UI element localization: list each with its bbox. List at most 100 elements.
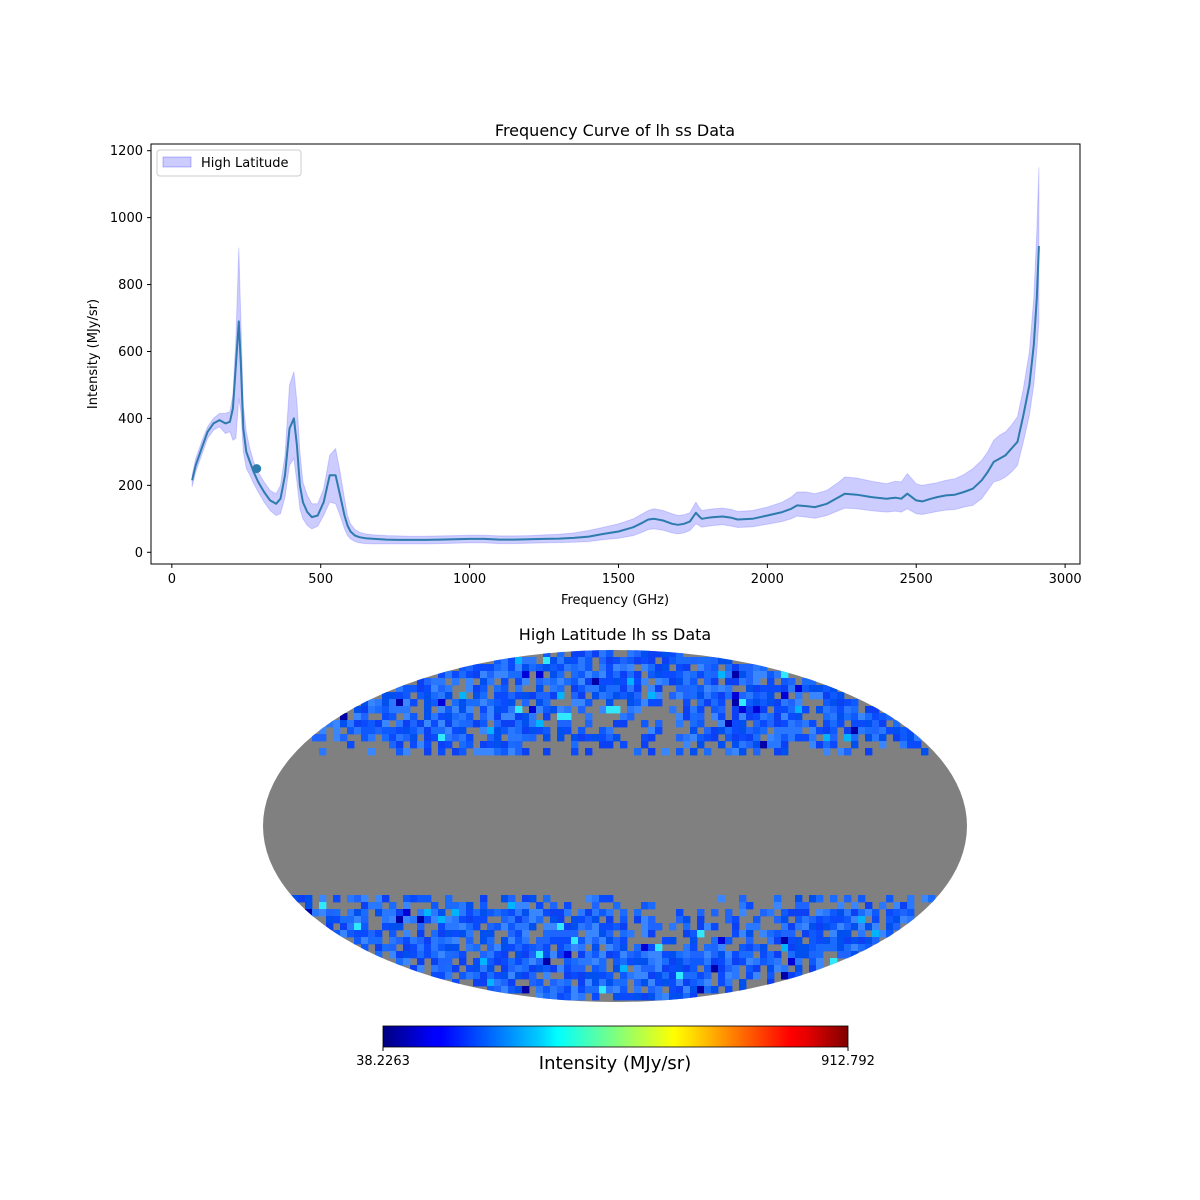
map-pixel — [445, 965, 453, 973]
map-pixel — [683, 699, 691, 707]
map-pixel — [375, 720, 383, 728]
map-pixel — [494, 727, 502, 735]
map-pixel — [627, 685, 635, 693]
map-pixel — [585, 923, 593, 931]
map-pixel — [578, 734, 586, 742]
map-pixel — [774, 916, 782, 924]
map-pixel — [830, 727, 838, 735]
map-pixel — [886, 727, 894, 735]
map-pixel — [291, 895, 299, 903]
map-pixel — [557, 965, 565, 973]
map-pixel — [431, 720, 439, 728]
map-pixel — [459, 909, 467, 917]
map-pixel — [410, 699, 418, 707]
map-pixel — [753, 965, 761, 973]
map-pixel — [914, 741, 922, 749]
map-pixel — [683, 972, 691, 980]
map-pixel — [536, 986, 544, 994]
map-pixel — [648, 657, 656, 665]
map-pixel — [718, 741, 726, 749]
map-pixel — [795, 713, 803, 721]
map-pixel — [389, 923, 397, 931]
map-pixel — [823, 706, 831, 714]
map-pixel — [571, 671, 579, 679]
map-pixel — [452, 902, 460, 910]
map-pixel — [669, 993, 677, 1001]
map-pixel — [515, 923, 523, 931]
map-pixel — [655, 720, 663, 728]
map-pixel — [550, 951, 558, 959]
map-pixel — [522, 930, 530, 938]
map-pixel — [760, 930, 768, 938]
map-pixel — [669, 678, 677, 686]
map-pixel — [655, 923, 663, 931]
map-pixel — [480, 720, 488, 728]
map-pixel — [620, 916, 628, 924]
map-pixel — [865, 727, 873, 735]
map-pixel — [648, 972, 656, 980]
map-pixel — [543, 692, 551, 700]
map-pixel — [837, 951, 845, 959]
map-pixel — [424, 895, 432, 903]
map-pixel — [872, 720, 880, 728]
map-pixel — [536, 944, 544, 952]
legend-band-swatch — [162, 156, 192, 168]
map-pixel — [543, 734, 551, 742]
map-pixel — [438, 909, 446, 917]
map-pixel — [788, 685, 796, 693]
map-pixel — [851, 902, 859, 910]
map-pixel — [410, 965, 418, 973]
map-pixel — [865, 748, 873, 756]
map-pixel — [732, 930, 740, 938]
map-pixel — [361, 944, 369, 952]
map-pixel — [410, 944, 418, 952]
map-pixel — [746, 706, 754, 714]
map-pixel — [592, 965, 600, 973]
map-pixel — [508, 720, 516, 728]
map-pixel — [683, 734, 691, 742]
map-pixel — [634, 685, 642, 693]
map-pixel — [368, 727, 376, 735]
map-pixel — [564, 713, 572, 721]
map-pixel — [571, 923, 579, 931]
map-pixel — [851, 944, 859, 952]
map-pixel — [473, 972, 481, 980]
map-pixel — [459, 902, 467, 910]
map-pixel — [564, 937, 572, 945]
map-pixel — [473, 965, 481, 973]
map-pixel — [473, 720, 481, 728]
map-pixel — [641, 923, 649, 931]
map-pixel — [725, 986, 733, 994]
map-pixel — [494, 923, 502, 931]
map-pixel — [725, 664, 733, 672]
map-pixel — [424, 734, 432, 742]
map-pixel — [578, 664, 586, 672]
map-pixel — [669, 706, 677, 714]
map-pixel — [634, 650, 642, 658]
map-pixel — [774, 734, 782, 742]
map-pixel — [648, 958, 656, 966]
map-pixel — [634, 951, 642, 959]
map-pixel — [620, 692, 628, 700]
map-pixel — [410, 727, 418, 735]
map-pixel — [347, 923, 355, 931]
map-pixel — [739, 678, 747, 686]
map-pixel — [487, 664, 495, 672]
map-pixel — [725, 678, 733, 686]
map-pixel — [403, 958, 411, 966]
map-pixel — [886, 923, 894, 931]
map-pixel — [473, 923, 481, 931]
map-pixel — [732, 958, 740, 966]
map-pixel — [396, 685, 404, 693]
map-pixel — [704, 699, 712, 707]
map-pixel — [466, 741, 474, 749]
map-pixel — [571, 937, 579, 945]
map-pixel — [662, 748, 670, 756]
map-pixel — [704, 678, 712, 686]
map-pixel — [473, 944, 481, 952]
map-pixel — [858, 713, 866, 721]
map-pixel — [494, 692, 502, 700]
map-pixel — [494, 699, 502, 707]
map-pixel — [382, 699, 390, 707]
map-pixel — [487, 909, 495, 917]
